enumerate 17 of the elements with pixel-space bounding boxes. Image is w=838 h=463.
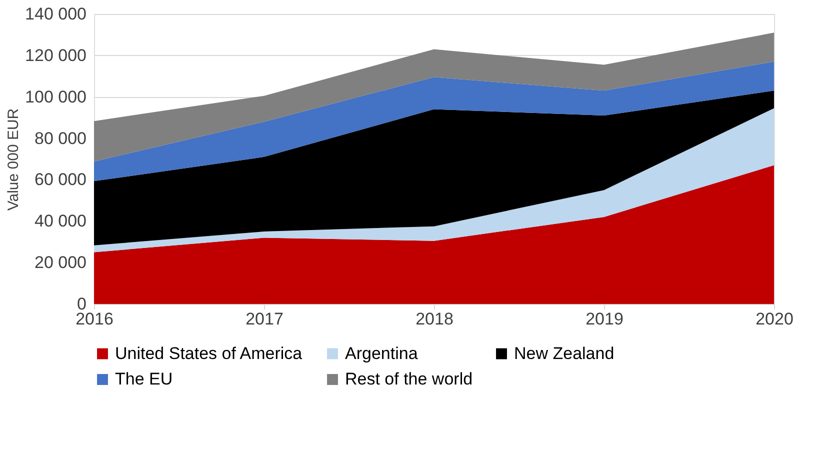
legend-label: Rest of the world (345, 370, 473, 388)
legend-label: The EU (115, 370, 173, 388)
x-tick-label: 2019 (586, 310, 624, 328)
y-tick-label: 80 000 (34, 128, 86, 148)
x-tick-label: 2017 (246, 310, 284, 328)
y-tick-label: 60 000 (34, 170, 86, 190)
y-tick-label: 100 000 (25, 87, 86, 106)
y-axis-title: Value 000 EUR (5, 108, 22, 211)
y-tick-label: 20 000 (34, 253, 86, 272)
y-tick-label: 140 000 (25, 4, 86, 24)
legend-label: Argentina (345, 344, 418, 363)
legend-label: United States of America (115, 344, 303, 363)
x-tick-label: 2020 (756, 310, 794, 328)
y-tick-label: 120 000 (25, 46, 86, 65)
legend-label: New Zealand (514, 344, 614, 363)
x-tick-label: 2018 (416, 310, 454, 328)
y-tick-label: 40 000 (34, 212, 86, 231)
